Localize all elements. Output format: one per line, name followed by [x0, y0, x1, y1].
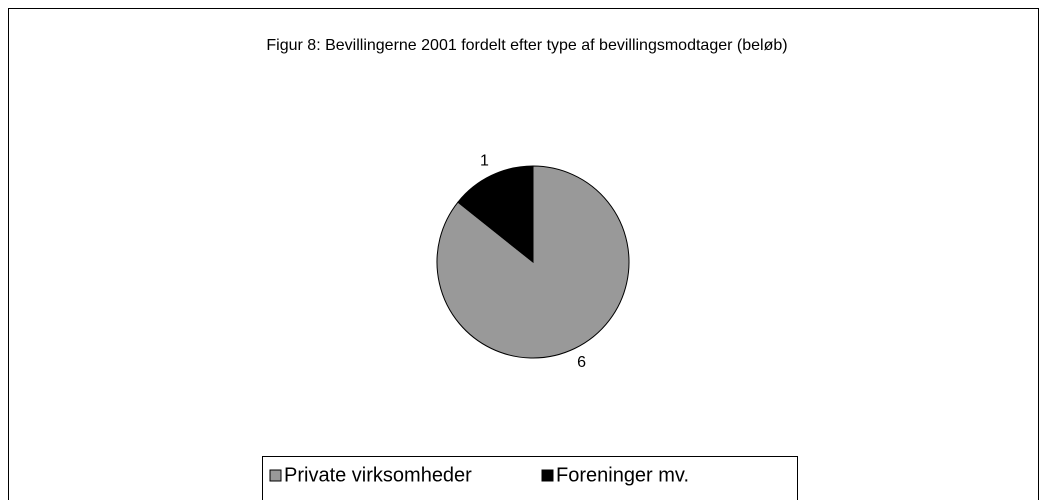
- legend-box: [262, 456, 798, 500]
- chart-title: Figur 8: Bevillingerne 2001 fordelt efte…: [266, 37, 787, 54]
- legend-swatch: [541, 469, 554, 482]
- legend-label: Foreninger mv.: [556, 464, 689, 486]
- legend-swatch: [269, 469, 282, 482]
- pie-slice: [436, 165, 630, 359]
- pie-slice: [457, 165, 534, 264]
- data-label: 1: [480, 152, 489, 169]
- legend-label: Private virksomheder: [284, 464, 472, 486]
- data-label: 6: [577, 354, 586, 371]
